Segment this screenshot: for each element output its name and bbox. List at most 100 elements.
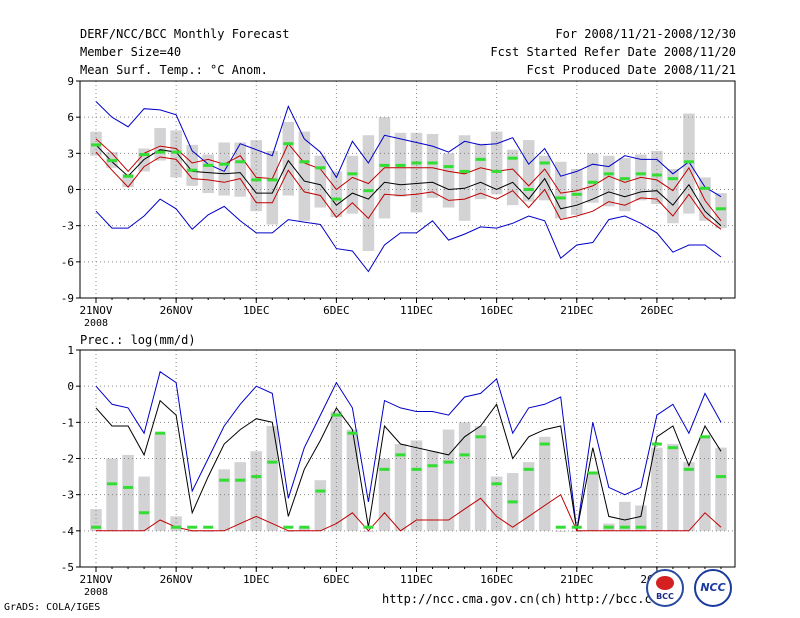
bcc-logo: BCC [646,569,684,607]
member-marker [555,196,566,200]
range-bar [490,131,503,195]
range-bar [138,476,150,531]
grads-credit: GrADS: COLA/IGES [4,602,101,613]
series-line-min [95,198,722,273]
member-marker [651,173,662,177]
range-bar [410,132,423,213]
y-tick-label: 9 [67,75,74,88]
member-marker [587,180,598,184]
x-tick-label: 1DEC [243,573,270,586]
range-bar [186,144,198,186]
range-bar [298,527,311,531]
x-tick-label: 21NOV [79,304,112,317]
member-marker [379,467,390,471]
range-bar [170,516,182,531]
member-marker [155,150,166,154]
member-marker [603,172,614,176]
member-marker [635,525,646,529]
series-line-mean [95,144,722,227]
bcc-logo-text: BCC [656,592,674,601]
x-tick-label: 26NOV [160,304,193,317]
y-tick-label: 6 [67,111,74,124]
range-bar [554,161,567,219]
y-tick-label: 1 [67,344,74,357]
member-marker [491,169,502,173]
range-bar [298,131,311,221]
member-marker [716,207,726,211]
range-bar [218,142,230,196]
temperature-panel-title: Mean Surf. Temp.: °C Anom. [80,63,268,77]
range-bar [314,480,327,531]
member-marker [443,460,454,464]
member-marker [571,192,582,196]
y-tick-label: -5 [61,561,74,574]
member-marker [219,478,230,482]
range-bar [715,447,727,531]
range-bar [635,505,647,531]
bcc-url-link[interactable]: http://bcc.c [565,592,652,606]
member-marker [219,162,230,166]
member-marker [523,188,534,191]
range-bar [683,462,695,531]
y-tick-label: 0 [67,380,74,393]
member-marker [251,475,262,479]
forecast-period: For 2008/11/21-2008/12/30 [555,27,736,41]
x-tick-label: 21DEC [560,304,593,317]
series-line-upper [95,138,722,222]
member-marker [123,485,134,489]
y-tick-label: -2 [61,453,74,466]
range-bar [571,169,583,215]
range-bar [474,425,487,531]
range-bar [603,155,615,207]
range-bar [474,143,487,200]
range-bar [619,158,631,212]
range-bar [619,501,631,531]
member-marker [91,525,101,529]
range-bar [202,154,214,194]
member-marker [203,163,214,167]
range-bar [458,135,471,221]
member-marker [619,177,630,181]
member-marker [427,161,438,165]
member-marker [283,142,294,146]
series-line-lower [95,151,722,230]
ncc-url-link[interactable]: http://ncc.cma.gov.cn(ch) [382,592,563,606]
x-tick-label: 26DEC [640,304,673,317]
member-marker [379,163,390,167]
x-tick-label: 26NOV [160,573,193,586]
member-marker [187,168,198,172]
member-marker [539,442,550,446]
range-bar [458,422,471,531]
member-marker [555,525,566,529]
y-tick-label: -3 [61,220,74,233]
member-marker [299,525,310,529]
member-marker [331,413,342,417]
member-marker [699,435,710,439]
precipitation-panel-title: Prec.: log(mm/d) [80,333,196,347]
member-marker [475,157,486,161]
range-bar [266,150,279,225]
member-marker [523,467,534,471]
member-marker [235,478,246,482]
range-bar [490,476,503,531]
y-tick-label: 0 [67,184,74,197]
range-bar [346,429,359,531]
x-tick-label: 21DEC [560,573,593,586]
member-marker [235,160,246,164]
range-bar [683,113,695,214]
forecast-produced-date: Fcst Produced Date 2008/11/21 [526,63,736,77]
member-marker [363,189,374,193]
member-marker [187,525,198,529]
range-bar [346,155,359,214]
member-marker [155,431,166,435]
ncc-logo-text: NCC [700,581,726,594]
member-size-label: Member Size=40 [80,45,182,59]
x-tick-label: 1DEC [243,304,270,317]
range-bar [651,447,663,531]
member-marker [587,471,598,475]
forecast-start-date: Fcst Started Refer Date 2008/11/20 [490,45,736,59]
member-marker [475,435,486,439]
range-bar [154,433,166,531]
member-marker [139,511,150,515]
member-marker [507,156,518,160]
